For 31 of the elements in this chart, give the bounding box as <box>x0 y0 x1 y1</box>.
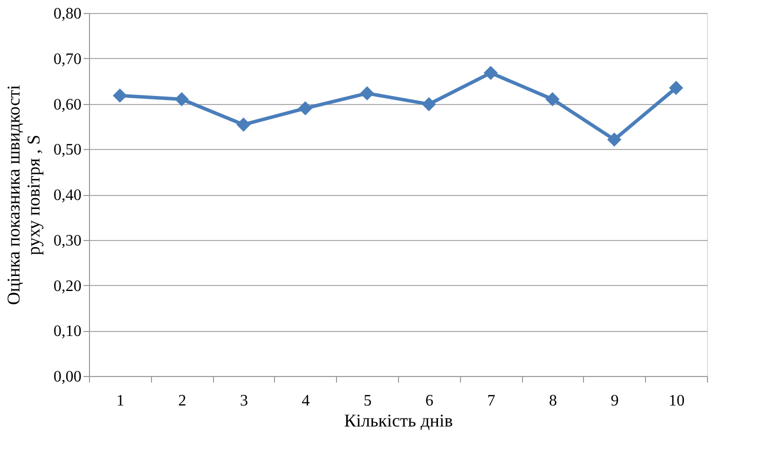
point <box>360 86 374 100</box>
y-tick-label: 0,10 <box>54 323 82 340</box>
x-tick-label: 5 <box>364 392 372 410</box>
point <box>174 92 189 106</box>
y-tick-label: 0,40 <box>54 187 82 204</box>
y-tick-label: 0,30 <box>54 232 82 250</box>
y-tick-label: 0,00 <box>54 368 82 386</box>
y-tick-label: 0,20 <box>54 278 82 295</box>
y-axis-title: Оцінка показника швидкості руху повітря , S <box>4 85 44 305</box>
point <box>607 132 622 147</box>
x-tick-label: 1 <box>116 392 124 410</box>
x-tick-label: 9 <box>610 392 619 410</box>
y-tick-label: 0,80 <box>54 6 82 22</box>
point <box>422 97 436 112</box>
point <box>236 118 251 132</box>
point <box>669 80 684 95</box>
point <box>545 92 560 106</box>
x-tick-label: 2 <box>178 392 186 410</box>
x-tick-label: 3 <box>240 392 248 410</box>
point <box>484 66 498 80</box>
y-tick-label: 0,50 <box>54 142 82 159</box>
x-tick-label: 10 <box>668 392 685 410</box>
x-tick-label: 8 <box>549 392 557 410</box>
y-tick-label: 0,70 <box>54 50 82 68</box>
point <box>298 101 312 116</box>
x-axis-title: Кількість днів <box>344 410 453 430</box>
point <box>112 88 127 103</box>
y-tick-label: 0,60 <box>54 96 82 114</box>
x-tick-label: 6 <box>425 392 434 410</box>
x-tick-label: 4 <box>302 392 310 410</box>
x-tick-label: 7 <box>487 392 496 410</box>
